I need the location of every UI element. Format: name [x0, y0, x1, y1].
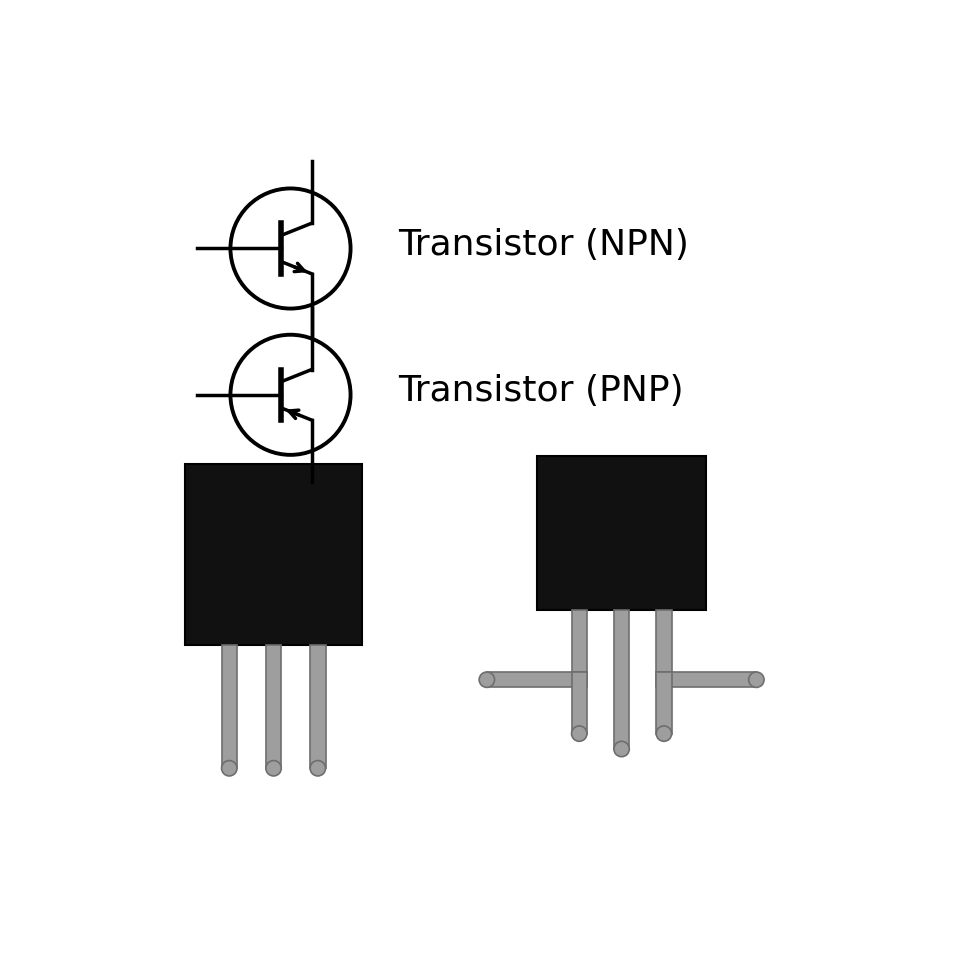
- Bar: [221, 645, 237, 768]
- Bar: [613, 611, 629, 749]
- Bar: [185, 465, 363, 645]
- Circle shape: [310, 760, 325, 776]
- Bar: [571, 672, 587, 734]
- Bar: [537, 457, 707, 611]
- Bar: [266, 645, 281, 768]
- Bar: [657, 672, 671, 734]
- Bar: [657, 611, 671, 672]
- Text: Transistor (NPN): Transistor (NPN): [398, 227, 689, 262]
- Circle shape: [571, 726, 587, 741]
- Circle shape: [749, 672, 764, 687]
- Circle shape: [479, 672, 495, 687]
- Circle shape: [266, 760, 281, 776]
- Bar: [487, 672, 587, 687]
- Bar: [571, 611, 587, 672]
- Bar: [310, 645, 325, 768]
- Text: Transistor (PNP): Transistor (PNP): [398, 374, 684, 408]
- Bar: [657, 672, 757, 687]
- Circle shape: [657, 726, 671, 741]
- Circle shape: [221, 760, 237, 776]
- Circle shape: [613, 741, 629, 757]
